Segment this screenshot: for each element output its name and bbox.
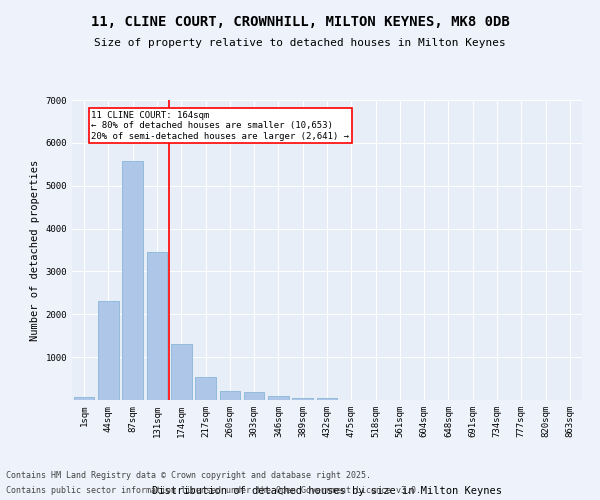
Text: 11, CLINE COURT, CROWNHILL, MILTON KEYNES, MK8 0DB: 11, CLINE COURT, CROWNHILL, MILTON KEYNE… [91, 15, 509, 29]
Bar [146, 252, 167, 400]
Text: 11 CLINE COURT: 164sqm
← 80% of detached houses are smaller (10,653)
20% of semi: 11 CLINE COURT: 164sqm ← 80% of detached… [91, 110, 349, 140]
Bar [244, 392, 265, 400]
Text: Contains HM Land Registry data © Crown copyright and database right 2025.: Contains HM Land Registry data © Crown c… [6, 471, 371, 480]
X-axis label: Distribution of detached houses by size in Milton Keynes: Distribution of detached houses by size … [152, 486, 502, 496]
Text: Contains public sector information licensed under the Open Government Licence v3: Contains public sector information licen… [6, 486, 421, 495]
Bar [195, 378, 216, 400]
Bar [98, 302, 119, 400]
Bar [292, 398, 313, 400]
Bar [268, 396, 289, 400]
Bar [220, 391, 240, 400]
Text: Size of property relative to detached houses in Milton Keynes: Size of property relative to detached ho… [94, 38, 506, 48]
Bar [317, 398, 337, 400]
Y-axis label: Number of detached properties: Number of detached properties [30, 160, 40, 340]
Bar [122, 162, 143, 400]
Bar [171, 344, 191, 400]
Bar [74, 397, 94, 400]
